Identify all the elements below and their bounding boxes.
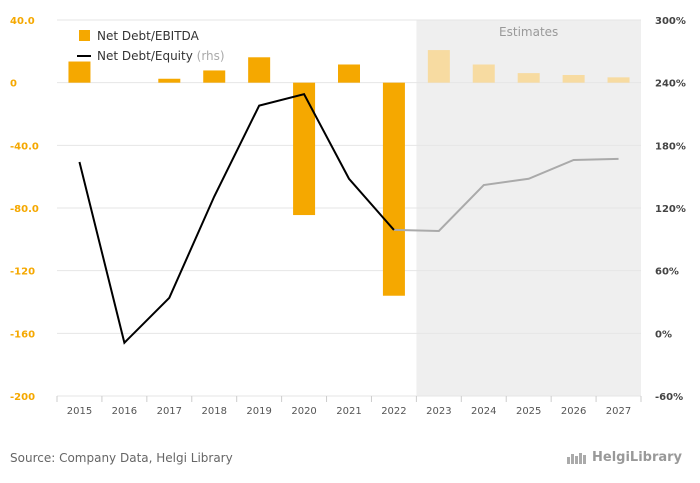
legend: Net Debt/EBITDA Net Debt/Equity (rhs) <box>77 29 225 63</box>
bar-2018 <box>203 70 226 83</box>
chart: Estimates 40.0 0 -40.0 -80.0 -120 -160 -200 300… <box>10 16 686 417</box>
line-series <box>78 92 619 345</box>
bar-2026 <box>562 74 585 83</box>
source-note: Source: Company Data, Helgi Library <box>10 451 233 465</box>
estimates-label: Estimates <box>499 25 558 39</box>
bar-2025 <box>517 73 540 83</box>
bar-2027 <box>607 77 630 83</box>
y-right-tick-label: 120% <box>655 204 686 215</box>
bar-2024 <box>472 64 495 83</box>
y-left-tick-label: -120 <box>10 267 35 278</box>
y-right-tick-label: 0% <box>655 329 672 340</box>
y-right-tick-label: 240% <box>655 79 686 90</box>
library-logo-icon <box>567 452 586 464</box>
logo-text: HelgiLibrary <box>592 450 683 465</box>
y-right-tick-label: -60% <box>655 392 683 403</box>
y-left-tick-label: 40.0 <box>10 16 35 27</box>
x-tick-label: 2023 <box>426 406 451 417</box>
helgi-library-logo: HelgiLibrary <box>566 450 682 465</box>
bar-series <box>68 50 630 296</box>
legend-rhs-suffix: (rhs) <box>197 49 225 63</box>
y-left-tick-label: -40.0 <box>10 141 39 152</box>
bar-2021 <box>338 64 360 83</box>
x-tick-label: 2017 <box>157 406 182 417</box>
bar-2020 <box>293 82 316 216</box>
x-tick-label: 2019 <box>246 406 271 417</box>
y-left-tick-label: -80.0 <box>10 204 39 215</box>
bar-2022 <box>382 82 405 296</box>
x-tick-label: 2016 <box>112 406 137 417</box>
x-tick-label: 2018 <box>202 406 227 417</box>
x-tick-label: 2020 <box>291 406 316 417</box>
legend-label-net-debt-ebitda: Net Debt/EBITDA <box>97 29 200 43</box>
x-tick-label: 2025 <box>516 406 541 417</box>
y-left-tick-label: 0 <box>10 79 17 90</box>
line-estimates <box>393 157 619 232</box>
bar-2015 <box>68 61 91 83</box>
bar-2019 <box>248 57 271 83</box>
legend-label-net-debt-equity: Net Debt/Equity (rhs) <box>97 49 225 63</box>
x-tick-label: 2027 <box>606 406 631 417</box>
x-tick-label: 2024 <box>471 406 496 417</box>
line-actual <box>78 92 395 345</box>
legend-swatch-bar <box>79 30 90 41</box>
bar-2023 <box>427 50 450 83</box>
y-right-tick-label: 300% <box>655 16 686 27</box>
y-left-tick-label: -160 <box>10 329 35 340</box>
x-tick-label: 2015 <box>67 406 92 417</box>
y-right-tick-label: 60% <box>655 267 679 278</box>
x-tick-label: 2022 <box>381 406 406 417</box>
y-left-tick-label: -200 <box>10 392 35 403</box>
bar-2017 <box>158 78 181 83</box>
x-tick-label: 2021 <box>336 406 361 417</box>
y-right-tick-label: 180% <box>655 141 686 152</box>
x-tick-label: 2026 <box>561 406 586 417</box>
